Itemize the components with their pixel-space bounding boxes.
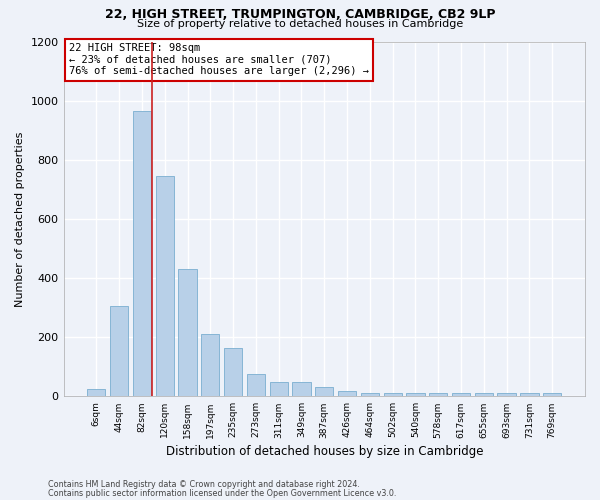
Bar [155, 176, 174, 396]
Bar [110, 306, 128, 396]
Bar [201, 334, 220, 396]
Bar [406, 394, 425, 396]
Bar [383, 394, 402, 396]
Bar [292, 382, 311, 396]
Text: Contains HM Land Registry data © Crown copyright and database right 2024.: Contains HM Land Registry data © Crown c… [48, 480, 360, 489]
Bar [87, 389, 106, 396]
Bar [429, 394, 448, 396]
Bar [497, 394, 516, 396]
Bar [178, 269, 197, 396]
X-axis label: Distribution of detached houses by size in Cambridge: Distribution of detached houses by size … [166, 444, 483, 458]
Bar [315, 388, 334, 396]
Bar [361, 393, 379, 396]
Bar [269, 382, 288, 396]
Bar [475, 394, 493, 396]
Text: 22 HIGH STREET: 98sqm
← 23% of detached houses are smaller (707)
76% of semi-det: 22 HIGH STREET: 98sqm ← 23% of detached … [69, 44, 369, 76]
Text: 22, HIGH STREET, TRUMPINGTON, CAMBRIDGE, CB2 9LP: 22, HIGH STREET, TRUMPINGTON, CAMBRIDGE,… [105, 8, 495, 20]
Bar [520, 393, 539, 396]
Bar [133, 111, 151, 397]
Bar [338, 391, 356, 396]
Text: Contains public sector information licensed under the Open Government Licence v3: Contains public sector information licen… [48, 490, 397, 498]
Bar [247, 374, 265, 396]
Y-axis label: Number of detached properties: Number of detached properties [15, 131, 25, 306]
Bar [452, 394, 470, 396]
Bar [224, 348, 242, 397]
Bar [543, 394, 561, 396]
Text: Size of property relative to detached houses in Cambridge: Size of property relative to detached ho… [137, 19, 463, 29]
